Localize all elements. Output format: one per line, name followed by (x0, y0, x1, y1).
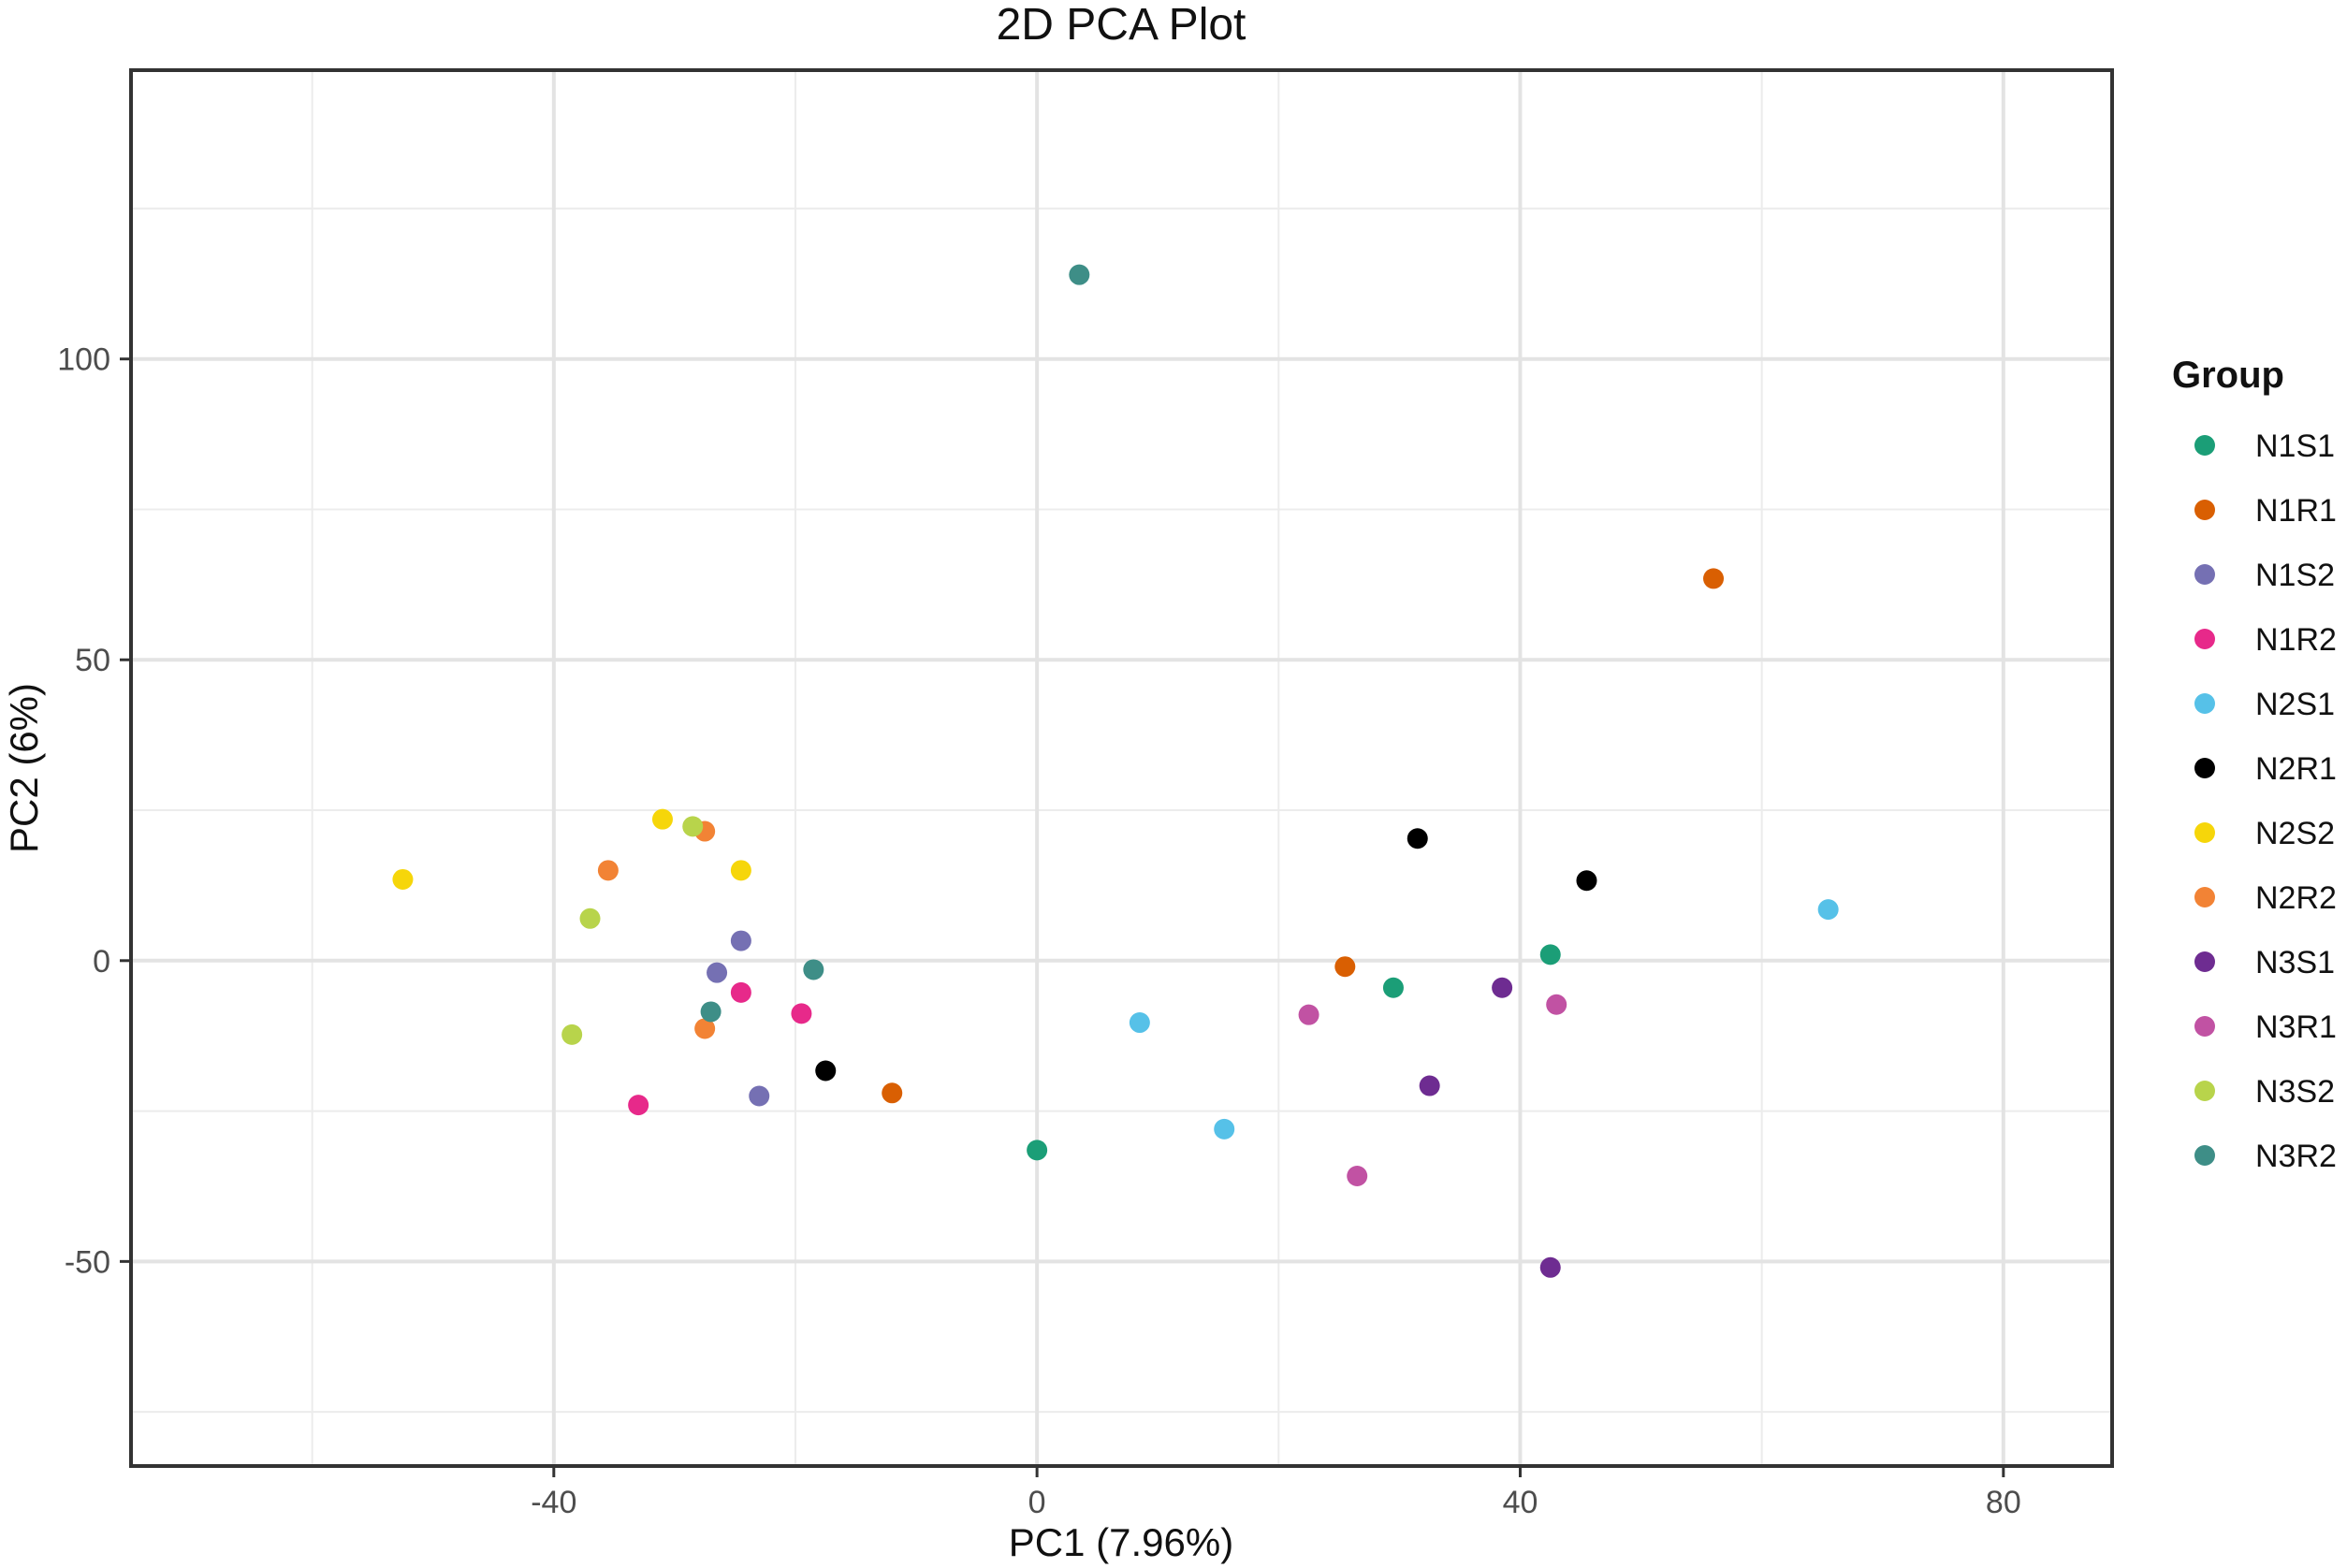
data-point-n3s1 (1539, 1256, 1561, 1278)
data-point-n3s1 (1419, 1075, 1440, 1096)
panel-border (129, 68, 2114, 1468)
data-point-n1r1 (1334, 956, 1356, 978)
legend-label-n1r1: N1R1 (2255, 493, 2337, 529)
data-point-n2r1 (815, 1060, 837, 1082)
x-tick-label: -40 (531, 1485, 576, 1520)
legend-label-n3r2: N3R2 (2255, 1139, 2337, 1174)
data-point-n1r1 (882, 1082, 903, 1104)
legend-key-n2s2 (2194, 822, 2215, 843)
legend-label-n3r1: N3R1 (2255, 1009, 2337, 1045)
data-point-n3r1 (1546, 994, 1567, 1015)
data-point-n1s2 (707, 962, 728, 983)
legend-label-n3s2: N3S2 (2255, 1074, 2335, 1110)
data-point-n3r2 (803, 959, 824, 980)
legend-key-n3r1 (2194, 1016, 2215, 1037)
y-tick-label: 100 (57, 342, 110, 378)
data-point-n1s2 (749, 1085, 770, 1107)
data-point-n1s1 (1539, 944, 1561, 965)
data-point-n3r1 (1298, 1004, 1319, 1025)
data-point-n2r2 (694, 1018, 716, 1039)
data-point-n2r1 (1407, 828, 1428, 849)
legend-label-n1r2: N1R2 (2255, 622, 2337, 658)
y-axis-title: PC2 (6%) (2, 683, 46, 853)
legend-key-n2r2 (2194, 887, 2215, 907)
data-point-n2s2 (651, 808, 673, 830)
data-point-n2r1 (1576, 870, 1597, 892)
data-point-n2r2 (597, 860, 619, 881)
legend-label-n2r1: N2R1 (2255, 751, 2337, 787)
data-point-n2s2 (392, 868, 414, 890)
legend-key-n3r2 (2194, 1145, 2215, 1166)
data-point-n2s2 (730, 860, 751, 881)
data-point-n1r2 (628, 1095, 649, 1116)
data-point-n1s1 (1382, 977, 1404, 998)
data-points (392, 264, 1839, 1278)
legend: Group N1S1 N1R1 N1S2 N1R2 N2S1 N2R1 N2S2 N2R2 N3… (2172, 355, 2337, 1174)
data-point-n2s1 (1817, 899, 1839, 921)
legend-label-n1s1: N1S1 (2255, 428, 2335, 464)
legend-label-n2s2: N2S2 (2255, 816, 2335, 851)
legend-label-n2r2: N2R2 (2255, 880, 2337, 916)
gridlines (131, 70, 2112, 1466)
data-point-n3s2 (682, 816, 704, 837)
data-point-n3s2 (579, 907, 601, 929)
legend-key-n2s1 (2194, 693, 2215, 714)
data-point-n1r2 (730, 981, 751, 1003)
legend-key-n2r1 (2194, 758, 2215, 778)
data-point-n1r2 (791, 1003, 812, 1024)
panel-background (131, 70, 2112, 1466)
legend-key-n1r1 (2194, 500, 2215, 520)
legend-key-n1s2 (2194, 564, 2215, 585)
x-tick-label: 40 (1503, 1485, 1538, 1520)
y-tick-label: 0 (93, 944, 110, 980)
chart-title: 2D PCA Plot (997, 0, 1246, 50)
x-tick-label: 80 (1986, 1485, 2021, 1520)
data-point-n3r1 (1347, 1166, 1368, 1187)
legend-label-n2s1: N2S1 (2255, 687, 2335, 722)
axis-ticks: -40 0 40 80 -50 0 50 100 (57, 342, 2020, 1520)
x-axis-title: PC1 (7.96%) (1009, 1520, 1233, 1564)
data-point-n1s2 (730, 930, 751, 951)
legend-label-n3s1: N3S1 (2255, 945, 2335, 980)
data-point-n3s1 (1492, 977, 1513, 998)
data-point-n2s1 (1214, 1118, 1235, 1140)
data-point-n3s2 (561, 1024, 583, 1045)
legend-key-n1s1 (2194, 435, 2215, 456)
legend-key-n1r2 (2194, 629, 2215, 649)
y-tick-label: 50 (75, 643, 110, 678)
x-tick-label: 0 (1028, 1485, 1046, 1520)
data-point-n1s1 (1027, 1140, 1048, 1161)
legend-key-n3s2 (2194, 1081, 2215, 1101)
legend-title: Group (2172, 355, 2284, 396)
legend-key-n3s1 (2194, 951, 2215, 972)
data-point-n2s1 (1129, 1012, 1150, 1034)
data-point-n3r2 (1069, 264, 1090, 285)
data-point-n1r1 (1703, 568, 1725, 589)
data-point-n3r2 (700, 1001, 722, 1023)
y-tick-label: -50 (65, 1244, 110, 1280)
legend-label-n1s2: N1S2 (2255, 558, 2335, 593)
